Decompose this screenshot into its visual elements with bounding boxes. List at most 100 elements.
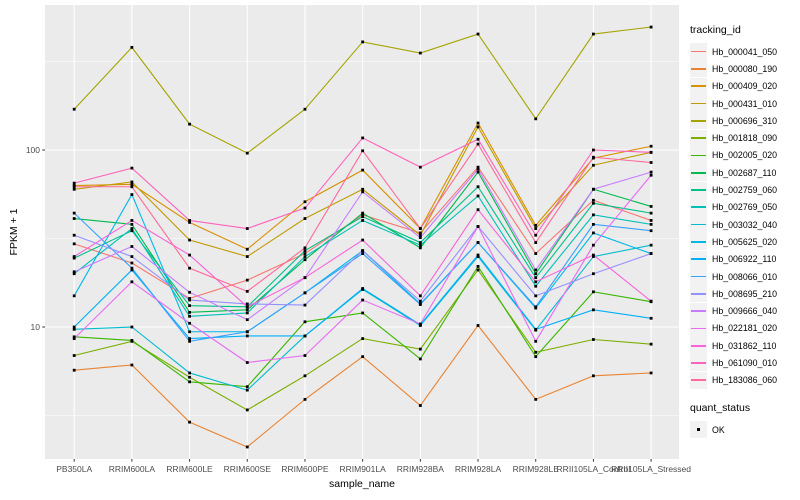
data-point bbox=[534, 294, 538, 298]
data-point bbox=[72, 107, 76, 111]
data-point bbox=[534, 305, 538, 309]
data-point bbox=[592, 187, 595, 191]
data-point bbox=[188, 380, 191, 384]
ok-key-swatch bbox=[690, 421, 707, 439]
data-point bbox=[188, 122, 191, 126]
data-point bbox=[476, 165, 480, 169]
data-point bbox=[188, 420, 191, 424]
data-point bbox=[649, 25, 653, 29]
data-point bbox=[245, 305, 249, 309]
data-point bbox=[476, 241, 480, 244]
data-point bbox=[476, 225, 480, 228]
data-point bbox=[418, 165, 422, 169]
x-tick-label-RRIM600SE: RRIM600SE bbox=[224, 464, 272, 474]
data-point bbox=[188, 371, 191, 375]
data-point bbox=[649, 150, 653, 154]
data-point bbox=[303, 107, 307, 111]
data-point bbox=[72, 335, 76, 339]
data-point bbox=[303, 276, 307, 280]
legend-key-line-icon bbox=[691, 206, 706, 209]
data-point bbox=[188, 304, 191, 308]
data-point bbox=[188, 339, 191, 343]
data-point bbox=[303, 246, 307, 250]
data-point bbox=[130, 222, 134, 226]
data-point bbox=[303, 206, 307, 210]
data-point bbox=[592, 308, 595, 312]
data-point bbox=[361, 337, 365, 340]
data-point bbox=[245, 388, 249, 392]
data-point bbox=[72, 270, 76, 274]
legend-item-Hb_008695_210: Hb_008695_210 bbox=[690, 285, 777, 303]
data-point bbox=[245, 334, 249, 338]
legend-key-line-icon bbox=[691, 119, 706, 122]
legend-key-line-icon bbox=[691, 154, 706, 157]
data-point bbox=[303, 291, 307, 295]
data-point bbox=[592, 213, 595, 217]
data-point bbox=[476, 194, 480, 198]
data-point bbox=[245, 361, 249, 364]
legend-item-Hb_000041_050: Hb_000041_050 bbox=[690, 43, 778, 61]
legend-item-Hb_061090_010: Hb_061090_010 bbox=[690, 354, 778, 372]
data-point bbox=[303, 200, 307, 204]
data-point bbox=[361, 298, 365, 302]
data-point bbox=[130, 339, 134, 342]
data-point bbox=[361, 311, 365, 315]
data-point bbox=[188, 321, 191, 325]
plot-panel bbox=[45, 5, 679, 459]
data-point bbox=[245, 385, 249, 389]
legend-key-swatch bbox=[690, 129, 707, 147]
data-point bbox=[245, 247, 249, 251]
data-point bbox=[476, 185, 480, 189]
data-point bbox=[361, 168, 365, 172]
data-point bbox=[649, 252, 653, 255]
data-point bbox=[130, 185, 134, 189]
data-point bbox=[188, 238, 191, 242]
data-point bbox=[649, 205, 653, 208]
data-point bbox=[130, 182, 134, 186]
data-point bbox=[592, 198, 595, 202]
legend-key-line-icon bbox=[691, 171, 706, 174]
data-point bbox=[418, 322, 422, 326]
data-point bbox=[303, 217, 307, 220]
legend-label: Hb_008066_010 bbox=[712, 271, 778, 282]
data-point bbox=[418, 243, 422, 247]
x-tick-label-RRII105LA_Stressed: RRII105LA_Stressed bbox=[611, 464, 691, 474]
data-point bbox=[418, 303, 422, 306]
x-tick-label-PB350LA: PB350LA bbox=[56, 464, 92, 474]
legend-label: Hb_000041_050 bbox=[712, 46, 778, 57]
legend-label: Hb_061090_010 bbox=[712, 357, 778, 368]
data-point bbox=[418, 227, 422, 230]
legend-key-line-icon bbox=[691, 50, 706, 53]
data-point bbox=[130, 268, 134, 272]
y-axis-title: FPKM + 1 bbox=[8, 208, 20, 256]
data-point bbox=[188, 375, 191, 379]
data-point bbox=[361, 219, 365, 222]
data-point bbox=[245, 318, 249, 322]
legend-key-line-icon bbox=[691, 275, 706, 278]
data-point bbox=[361, 190, 365, 194]
legend-item-Hb_001818_090: Hb_001818_090 bbox=[690, 129, 777, 147]
data-point bbox=[418, 236, 422, 239]
data-point bbox=[476, 170, 480, 174]
data-point bbox=[649, 299, 653, 303]
data-point bbox=[303, 374, 307, 378]
data-point bbox=[361, 252, 365, 255]
legend-item-Hb_002687_110: Hb_002687_110 bbox=[690, 164, 777, 182]
data-point bbox=[534, 227, 538, 230]
legend-label: Hb_005625_020 bbox=[712, 236, 778, 247]
data-point bbox=[303, 354, 307, 357]
data-point bbox=[649, 371, 653, 375]
data-point bbox=[361, 287, 365, 290]
data-point bbox=[130, 245, 134, 248]
data-point bbox=[72, 337, 76, 340]
legend-key-swatch bbox=[690, 268, 707, 285]
data-point bbox=[418, 246, 422, 250]
data-point bbox=[534, 397, 538, 401]
data-point bbox=[303, 252, 307, 255]
legend-label: Hb_031862_110 bbox=[712, 340, 777, 351]
data-point bbox=[361, 238, 365, 242]
legend-key-swatch bbox=[690, 319, 707, 337]
data-point bbox=[130, 261, 134, 265]
data-point bbox=[72, 325, 76, 329]
data-point bbox=[476, 125, 480, 129]
